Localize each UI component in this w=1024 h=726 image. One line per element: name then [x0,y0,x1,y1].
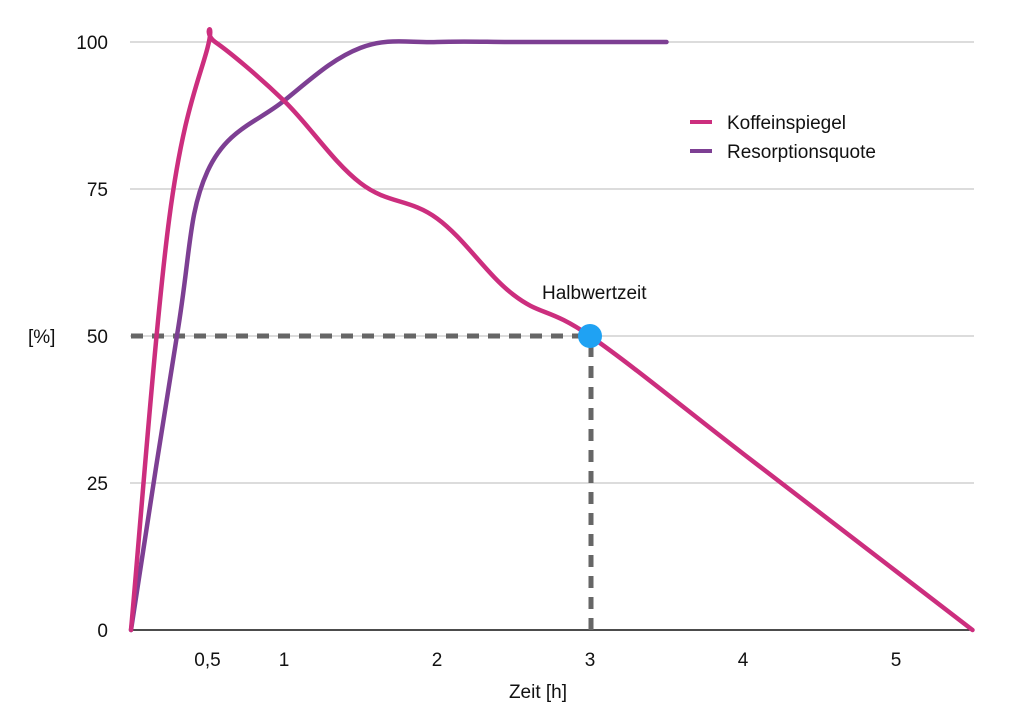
half-life-point [578,324,602,348]
y-tick-label: 75 [87,180,108,201]
y-tick-label: 0 [97,621,108,642]
x-axis-ticks: 0,5 1 2 3 4 5 [194,650,901,671]
legend-label: Koffeinspiegel [727,113,846,134]
x-axis-label: Zeit [h] [509,682,567,703]
half-life-label: Halbwertzeit [542,283,647,304]
y-tick-label: 25 [87,474,108,495]
y-axis-ticks: 0 25 50 75 100 [76,33,108,642]
y-tick-label: 50 [87,327,108,348]
x-tick-label: 3 [585,650,596,671]
series-line-koffeinspiegel [128,26,975,633]
x-tick-label: 1 [279,650,290,671]
x-tick-label: 4 [738,650,749,671]
halbwertzeit-guides [131,333,594,630]
series-line-resorptionsquote [128,39,669,633]
y-tick-label: 100 [76,33,108,54]
x-tick-label: 2 [432,650,443,671]
data-series [128,26,975,633]
legend: Koffeinspiegel Resorptionsquote [690,113,876,163]
x-tick-label: 0,5 [194,650,220,671]
x-tick-label: 5 [891,650,902,671]
halbwertzeit-marker: Halbwertzeit [542,283,647,348]
legend-label: Resorptionsquote [727,142,876,163]
gridlines [130,41,974,484]
y-axis-label: [%] [28,327,55,348]
